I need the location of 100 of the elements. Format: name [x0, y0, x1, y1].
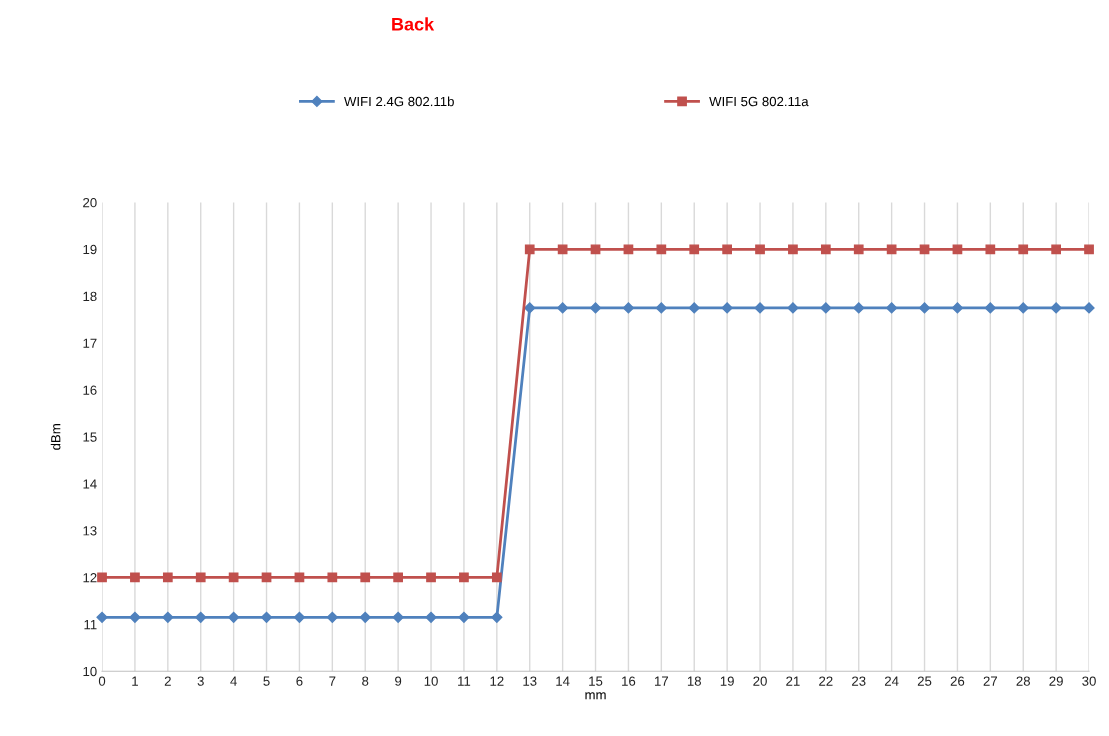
x-tick-label: 1	[132, 676, 138, 686]
point	[195, 572, 206, 583]
point	[754, 302, 766, 314]
point	[360, 572, 371, 583]
x-tick-label: 13	[523, 676, 537, 686]
x-tick-label: 26	[950, 676, 965, 686]
point	[162, 572, 173, 583]
legend-label: WIFI 2.4G 802.11b	[344, 96, 454, 107]
point	[590, 244, 601, 255]
point	[589, 302, 602, 314]
y-tick-label: 10	[83, 666, 97, 677]
chart-title: Back	[392, 17, 435, 31]
point	[820, 302, 832, 314]
x-tick-label: 21	[786, 676, 800, 686]
y-tick-label: 12	[83, 573, 97, 583]
point	[557, 302, 569, 314]
point	[1017, 302, 1029, 314]
x-tick-label: 7	[329, 676, 336, 686]
x-tick-label: 19	[720, 676, 734, 686]
point	[491, 611, 503, 623]
x-tick-label: 10	[424, 676, 438, 686]
point	[853, 244, 864, 255]
point	[162, 611, 174, 623]
point	[1083, 302, 1095, 314]
point	[886, 244, 897, 255]
point	[1084, 244, 1094, 255]
y-tick-label: 16	[83, 385, 97, 395]
x-tick-label: 30	[1082, 676, 1096, 686]
point	[788, 244, 798, 255]
y-tick-label: 19	[83, 244, 97, 255]
point	[721, 302, 733, 314]
x-tick-label: 15	[589, 676, 603, 686]
x-tick-label: 14	[556, 676, 570, 686]
point	[359, 611, 371, 623]
x-tick-label: 11	[458, 676, 471, 686]
point	[787, 302, 799, 314]
y-tick-label: 13	[83, 526, 97, 536]
point	[130, 572, 140, 583]
point	[656, 244, 667, 255]
point	[458, 611, 470, 623]
x-tick-label: 27	[983, 676, 998, 686]
x-tick-label: 4	[230, 676, 237, 686]
point	[655, 302, 667, 314]
point	[886, 302, 898, 314]
point	[853, 302, 865, 314]
x-tick-label: 23	[852, 676, 866, 686]
point	[293, 611, 306, 623]
point	[623, 244, 634, 255]
point	[326, 611, 338, 623]
y-tick-label: 14	[83, 479, 97, 489]
point	[129, 611, 141, 623]
x-tick-label: 8	[362, 676, 369, 686]
point	[524, 244, 535, 255]
x-tick-label: 24	[884, 676, 899, 686]
point	[919, 244, 930, 255]
x-tick-label: 2	[164, 676, 171, 686]
legend-label: WIFI 5G 802.11a	[709, 96, 809, 107]
point	[1051, 244, 1061, 255]
point	[952, 244, 963, 255]
point	[524, 302, 536, 314]
x-tick-label: 28	[1016, 676, 1030, 686]
point	[459, 572, 469, 583]
x-tick-label: 3	[197, 676, 204, 686]
x-tick-label: 20	[753, 676, 767, 686]
y-tick-label: 11	[84, 620, 97, 630]
x-tick-label: 5	[263, 676, 270, 686]
x-tick-label: 29	[1049, 676, 1063, 686]
point	[722, 244, 732, 255]
point	[688, 302, 700, 314]
x-axis-title: mm	[585, 692, 606, 700]
x-tick-label: 16	[622, 676, 636, 686]
point	[918, 302, 931, 314]
x-tick-label: 9	[395, 676, 402, 686]
x-tick-label: 12	[490, 676, 504, 686]
point	[392, 611, 404, 623]
y-tick-label: 17	[83, 338, 97, 348]
x-tick-label: 17	[655, 676, 669, 686]
y-tick-label: 18	[83, 291, 97, 302]
point	[491, 572, 502, 583]
x-tick-label: 6	[296, 676, 303, 686]
y-tick-label: 15	[83, 432, 97, 442]
point	[195, 611, 207, 623]
point	[425, 611, 437, 623]
point	[393, 572, 403, 583]
point	[96, 611, 108, 623]
point	[985, 244, 996, 255]
x-tick-label: 0	[98, 676, 106, 686]
point	[984, 302, 996, 314]
point	[755, 244, 765, 255]
point	[327, 572, 338, 583]
point	[426, 572, 436, 583]
point	[260, 611, 273, 623]
point	[557, 244, 568, 255]
point	[1018, 244, 1029, 255]
point	[97, 572, 107, 583]
y-tick-label: 20	[83, 197, 97, 208]
y-axis-title: dBm	[50, 424, 61, 450]
x-tick-label: 18	[687, 676, 701, 686]
point	[228, 611, 240, 623]
point	[689, 244, 700, 255]
